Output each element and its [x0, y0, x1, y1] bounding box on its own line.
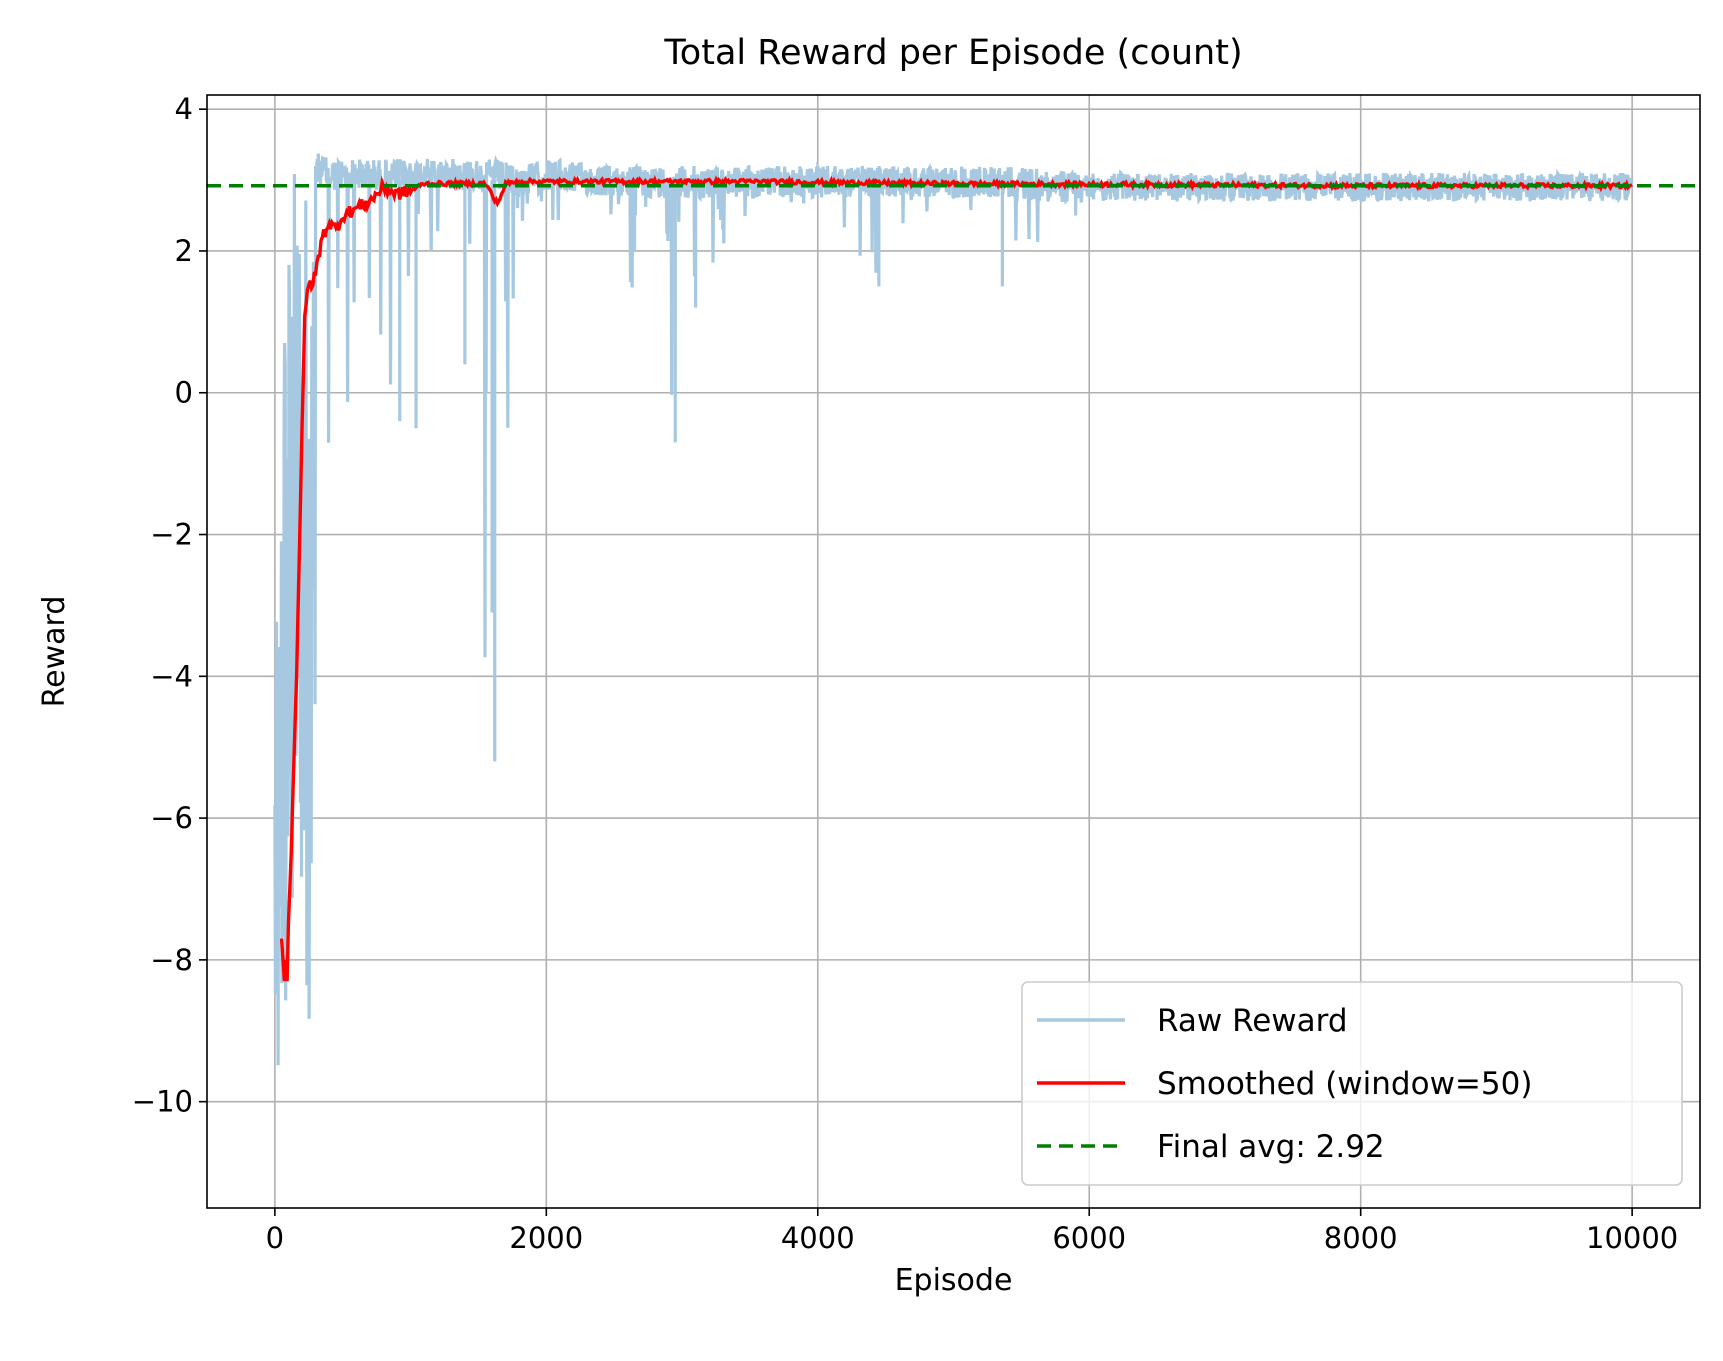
x-tick-label: 10000 [1586, 1221, 1678, 1255]
legend-label: Final avg: 2.92 [1157, 1129, 1385, 1165]
smoothed-line [279, 175, 1633, 982]
y-axis-label: Reward [37, 596, 72, 708]
y-tick-label: 0 [175, 376, 193, 410]
x-tick-label: 2000 [509, 1221, 583, 1255]
y-tick-label: 4 [175, 92, 193, 126]
y-tick-label: −8 [150, 943, 193, 977]
y-tick-label: −4 [150, 659, 193, 693]
ticks: 0 2000 4000 6000 8000 10000 −10 −8 −6 −4 −2 0 2 4 [132, 92, 1678, 1255]
x-tick-label: 6000 [1052, 1221, 1126, 1255]
legend-box [1021, 981, 1683, 1186]
plot-series [207, 153, 1700, 1066]
x-axis-label: Episode [895, 1263, 1013, 1298]
y-tick-label: 2 [175, 234, 193, 268]
y-tick-label: −10 [132, 1085, 193, 1119]
x-tick-label: 0 [266, 1221, 284, 1255]
legend-label: Smoothed (window=50) [1157, 1066, 1532, 1102]
legend: Raw Reward Smoothed (window=50) Final avg:… [1021, 981, 1683, 1186]
chart-title: Total Reward per Episode (count) [663, 33, 1242, 73]
grid [207, 95, 1700, 1208]
y-tick-label: −2 [150, 518, 193, 552]
x-tick-label: 4000 [781, 1221, 855, 1255]
y-tick-label: −6 [150, 801, 193, 835]
legend-label: Raw Reward [1157, 1003, 1348, 1039]
axes-frame [206, 94, 1701, 1209]
x-tick-label: 8000 [1324, 1221, 1398, 1255]
